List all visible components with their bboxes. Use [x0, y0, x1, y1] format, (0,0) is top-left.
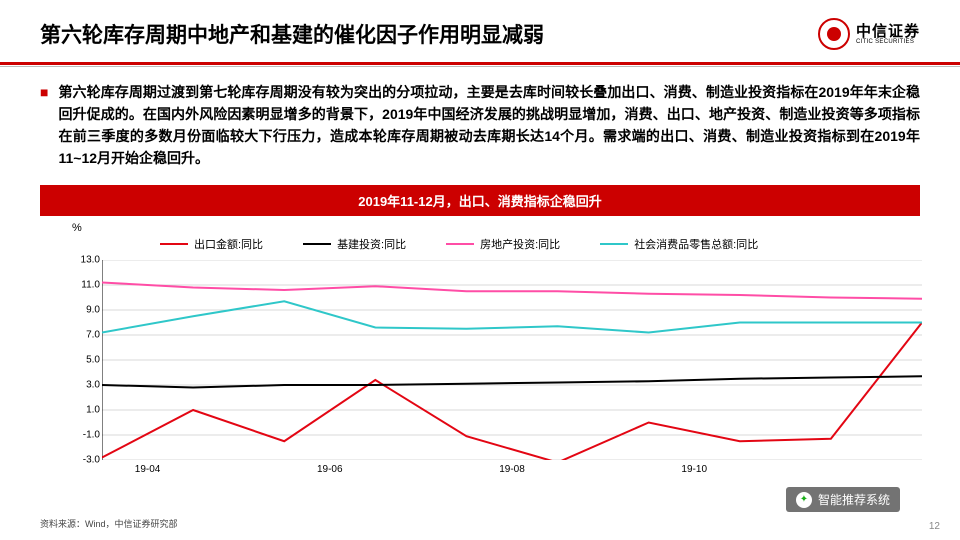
legend-item: 出口金额:同比 — [160, 236, 263, 252]
body-paragraph: 第六轮库存周期过渡到第七轮库存周期没有较为突出的分项拉动，主要是去库时间较长叠加… — [58, 81, 920, 169]
x-tick-label: 19-06 — [317, 464, 343, 475]
y-tick-label: -3.0 — [83, 455, 100, 466]
legend-label: 社会消费品零售总额:同比 — [634, 236, 758, 252]
x-axis: 19-04 19-06 19-08 19-10 — [102, 464, 922, 480]
legend-swatch — [160, 243, 188, 245]
chart-legend: 出口金额:同比 基建投资:同比 房地产投资:同比 社会消费品零售总额:同比 — [160, 236, 758, 252]
y-tick-label: 3.0 — [86, 380, 100, 391]
y-axis: -3.0-1.01.03.05.07.09.011.013.0 — [70, 260, 100, 460]
y-tick-label: 1.0 — [86, 405, 100, 416]
chart-title: 2019年11-12月，出口、消费指标企稳回升 — [40, 185, 920, 216]
y-tick-label: -1.0 — [83, 430, 100, 441]
logo-text-en: CITIC SECURITIES — [856, 39, 920, 45]
bullet-icon: ■ — [40, 81, 48, 169]
x-tick-label: 19-04 — [135, 464, 161, 475]
source-text: 资料来源：Wind，中信证券研究部 — [40, 517, 178, 530]
page-title: 第六轮库存周期中地产和基建的催化因子作用明显减弱 — [40, 19, 544, 49]
y-tick-label: 9.0 — [86, 305, 100, 316]
chart-plot — [102, 260, 922, 460]
legend-item: 社会消费品零售总额:同比 — [600, 236, 758, 252]
brand-logo: 中信证券 CITIC SECURITIES — [818, 18, 920, 50]
legend-swatch — [303, 243, 331, 245]
legend-label: 基建投资:同比 — [337, 236, 406, 252]
page-number: 12 — [929, 521, 940, 532]
legend-item: 基建投资:同比 — [303, 236, 406, 252]
legend-swatch — [600, 243, 628, 245]
legend-label: 房地产投资:同比 — [480, 236, 560, 252]
x-tick-label: 19-10 — [681, 464, 707, 475]
y-tick-label: 7.0 — [86, 330, 100, 341]
watermark: ✦ 智能推荐系统 — [786, 487, 900, 512]
y-tick-label: 11.0 — [81, 280, 100, 291]
watermark-text: 智能推荐系统 — [818, 491, 890, 508]
wechat-icon: ✦ — [796, 492, 812, 508]
content: ■ 第六轮库存周期过渡到第七轮库存周期没有较为突出的分项拉动，主要是去库时间较长… — [0, 67, 960, 500]
divider-red — [0, 62, 960, 65]
y-tick-label: 13.0 — [81, 255, 100, 266]
x-tick-label: 19-08 — [499, 464, 525, 475]
legend-swatch — [446, 243, 474, 245]
header: 第六轮库存周期中地产和基建的催化因子作用明显减弱 中信证券 CITIC SECU… — [0, 0, 960, 62]
y-tick-label: 5.0 — [86, 355, 100, 366]
legend-item: 房地产投资:同比 — [446, 236, 560, 252]
logo-text-cn: 中信证券 — [856, 24, 920, 39]
y-unit-label: % — [72, 222, 82, 234]
legend-label: 出口金额:同比 — [194, 236, 263, 252]
logo-icon — [818, 18, 850, 50]
chart: % 出口金额:同比 基建投资:同比 房地产投资:同比 社会消费品零售总额:同比 -3.… — [40, 220, 920, 500]
